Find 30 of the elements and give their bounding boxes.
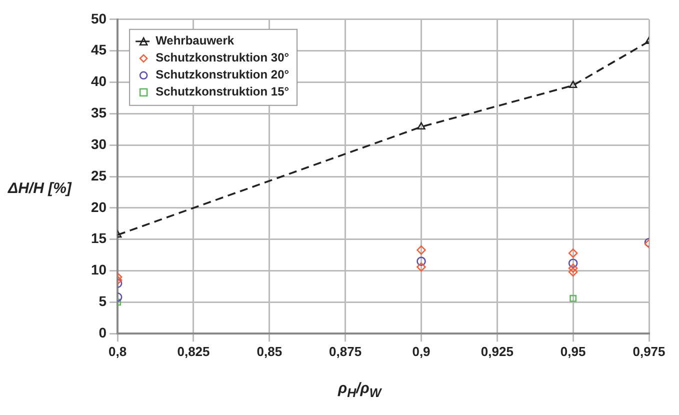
point [568, 248, 578, 258]
x-tick-label: 0,85 [256, 344, 282, 359]
x-axis-title: ρ$_{H}$/ρ$_{W}$ [338, 380, 382, 400]
y-tick-label: 45 [90, 42, 107, 58]
x-tick-label: 0,9 [412, 344, 430, 359]
y-axis-title: ΔH/H [%] [8, 180, 73, 197]
y-tick-label: 30 [90, 136, 107, 152]
y-tick-label: 35 [90, 104, 107, 121]
y-tick-label: 5 [98, 293, 107, 310]
point [568, 267, 578, 277]
y-tick-label: 10 [90, 262, 107, 278]
y-tick-label: 40 [90, 73, 107, 90]
legend-label: Schutzkonstruktion 15° [156, 84, 290, 99]
x-tick-label: 0,875 [329, 344, 362, 359]
x-tick-label: 0,95 [560, 344, 586, 359]
legend-label: Wehrbauwerk [156, 34, 234, 48]
legend-label: Schutzkonstruktion 30° [156, 50, 290, 65]
x-tick-label: 0,825 [177, 344, 210, 359]
point [416, 262, 426, 272]
y-tick-label: 20 [90, 198, 107, 215]
x-tick-label: 0,8 [108, 344, 127, 359]
x-tick-label: 0,975 [632, 344, 666, 359]
legend-label: Schutzkonstruktion 20° [156, 68, 290, 82]
y-tick-label: 50 [90, 10, 107, 26]
y-tick-label: 15 [90, 230, 107, 246]
x-tick-label: 0,925 [480, 344, 514, 359]
y-tick-label: 25 [90, 167, 107, 184]
point [568, 264, 578, 273]
y-tick-label: 0 [98, 324, 107, 340]
point [416, 245, 426, 255]
